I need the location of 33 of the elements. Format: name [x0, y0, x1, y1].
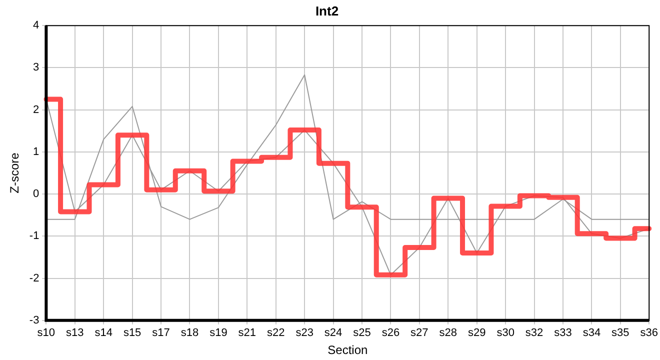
y-tick-label: 0: [33, 188, 40, 200]
x-tick-label: s33: [554, 327, 572, 340]
x-tick-label: s24: [324, 327, 342, 340]
x-tick-label: s14: [94, 327, 112, 340]
x-tick-label: s13: [66, 327, 84, 340]
y-tick-label: 1: [33, 146, 40, 158]
x-tick-label: s32: [525, 327, 544, 340]
x-tick-label: s27: [410, 327, 428, 340]
y-tick-label: -1: [29, 230, 40, 242]
y-tick-label: 2: [33, 104, 40, 116]
x-tick-label: s35: [612, 327, 630, 340]
x-tick-label: s19: [210, 327, 228, 340]
y-tick-label: 3: [33, 62, 40, 74]
x-tick-label: s10: [37, 327, 56, 340]
x-tick-label: s23: [296, 327, 314, 340]
x-tick-label: s15: [123, 327, 142, 340]
y-tick-label: 4: [33, 20, 40, 32]
chart-title: Int2: [315, 3, 339, 18]
x-tick-label: s26: [382, 327, 400, 340]
x-tick-label: s22: [267, 327, 285, 340]
y-tick-label: -3: [29, 314, 40, 326]
x-tick-label: s30: [496, 327, 514, 340]
x-tick-label: s25: [353, 327, 371, 340]
x-tick-label: s29: [468, 327, 486, 340]
x-tick-label: s17: [152, 327, 170, 340]
y-axis-title: Z-score: [8, 152, 22, 194]
x-tick-label: s21: [238, 327, 256, 340]
x-tick-label: s34: [582, 327, 601, 340]
x-tick-label: s18: [180, 327, 199, 340]
x-axis-title: Section: [328, 343, 368, 358]
y-tick-label: -2: [29, 272, 40, 284]
x-tick-label: s28: [439, 327, 458, 340]
x-tick-label: s36: [640, 327, 658, 340]
